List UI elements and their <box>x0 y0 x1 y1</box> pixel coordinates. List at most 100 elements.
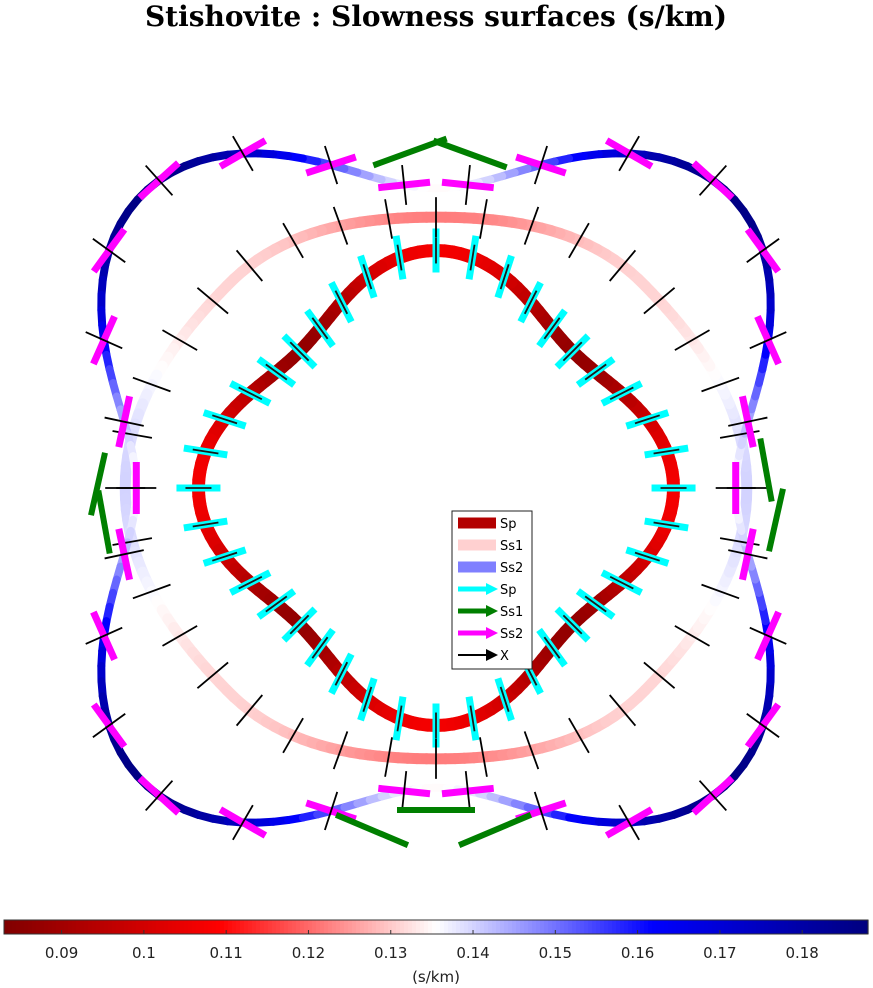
colorbar-cell <box>628 920 633 934</box>
colorbar-cell <box>664 920 669 934</box>
colorbar-cell <box>140 920 145 934</box>
legend-label: Sp <box>500 517 517 532</box>
polarization-tick <box>543 636 561 659</box>
colorbar-cell <box>248 920 253 934</box>
colorbar-frame <box>3 919 869 935</box>
polarization-tick <box>618 804 640 841</box>
polarization-tick <box>192 448 219 455</box>
polarization-tick <box>746 237 780 263</box>
polarization-tick <box>584 595 607 613</box>
polarization-tick <box>584 363 607 381</box>
colorbar-cell <box>580 920 585 934</box>
colorbar-cell <box>196 920 201 934</box>
colorbar-cell <box>176 920 181 934</box>
colorbar-cell <box>52 920 57 934</box>
legend-label: X <box>500 649 509 664</box>
polarization-tick <box>653 448 680 455</box>
colorbar-cell <box>812 920 817 934</box>
polarization-tick <box>85 626 123 645</box>
colorbar-cell <box>548 920 553 934</box>
colorbar-cell <box>324 920 329 934</box>
colorbar-cell <box>632 920 637 934</box>
colorbar-cell <box>136 920 141 934</box>
colorbar-cell <box>352 920 357 934</box>
colorbar-cell <box>404 920 409 934</box>
colorbar-cell <box>472 920 477 934</box>
colorbar-cell <box>84 920 89 934</box>
colorbar-cell <box>772 920 777 934</box>
colorbar-cell <box>308 920 313 934</box>
colorbar-cell <box>508 920 513 934</box>
colorbar-cell <box>696 920 701 934</box>
colorbar-cell <box>840 920 845 934</box>
colorbar-tick-label: 0.1 <box>132 944 156 962</box>
colorbar-cell <box>616 920 621 934</box>
colorbar-cell <box>444 920 449 934</box>
colorbar-cell <box>652 920 657 934</box>
polarization-tick <box>698 164 727 196</box>
colorbar-cell <box>204 920 209 934</box>
polarization-tick <box>396 705 403 732</box>
polarization-tick <box>92 713 126 739</box>
colorbar-cell <box>200 920 205 934</box>
colorbar-cell <box>584 920 589 934</box>
colorbar-cell <box>264 920 269 934</box>
colorbar: 0.09 0.1 0.11 0.12 0.13 0.14 0.15 0.16 0.17 0.18 <box>3 919 869 962</box>
colorbar-cell <box>168 920 173 934</box>
colorbar-cell <box>796 920 801 934</box>
colorbar-cell <box>684 920 689 934</box>
colorbar-cell <box>252 920 257 934</box>
colorbar-cell <box>680 920 685 934</box>
polarization-tick <box>332 206 349 245</box>
colorbar-cell <box>468 920 473 934</box>
polarization-tick <box>698 780 727 812</box>
colorbar-cell <box>724 920 729 934</box>
colorbar-cell <box>96 920 101 934</box>
colorbar-tick-label: 0.11 <box>209 944 242 962</box>
colorbar-cell <box>420 920 425 934</box>
polarization-tick <box>232 804 254 841</box>
polarization-tick <box>568 717 590 754</box>
legend: Sp Ss1 Ss2 Sp Ss1 Ss2 X <box>451 510 533 670</box>
polarization-tick <box>232 135 254 172</box>
colorbar-cell <box>600 920 605 934</box>
colorbar-cell <box>732 920 737 934</box>
polarization-tick <box>464 771 471 812</box>
colorbar-cell <box>72 920 77 934</box>
colorbar-tick-label: 0.12 <box>292 944 325 962</box>
colorbar-tick-label: 0.15 <box>539 944 572 962</box>
polarization-tick <box>634 414 660 425</box>
colorbar-cell <box>560 920 565 934</box>
polarization-tick <box>334 812 410 848</box>
colorbar-cell <box>456 920 461 934</box>
polarization-tick <box>643 287 676 315</box>
colorbar-cell <box>700 920 705 934</box>
colorbar-cell <box>188 920 193 934</box>
colorbar-cell <box>400 920 405 934</box>
colorbar-cell <box>636 920 641 934</box>
polarization-tick <box>749 331 787 350</box>
colorbar-cell <box>820 920 825 934</box>
colorbar-cell <box>760 920 765 934</box>
colorbar-cell <box>336 920 341 934</box>
polarization-tick <box>609 694 637 727</box>
polarization-tick <box>311 317 329 340</box>
colorbar-cell <box>752 920 757 934</box>
polarization-tick <box>132 376 171 393</box>
polarization-tick <box>238 575 263 590</box>
colorbar-cell <box>788 920 793 934</box>
colorbar-cell <box>504 920 509 934</box>
colorbar-cell <box>80 920 85 934</box>
colorbar-cell <box>564 920 569 934</box>
colorbar-cell <box>736 920 741 934</box>
polarization-tick <box>362 264 373 290</box>
colorbar-cell <box>244 920 249 934</box>
colorbar-cell <box>48 920 53 934</box>
polarization-tick <box>92 237 126 263</box>
colorbar-cell <box>540 920 545 934</box>
colorbar-tick-label: 0.13 <box>374 944 407 962</box>
polarization-tick <box>401 771 408 812</box>
polarization-tick <box>609 249 637 282</box>
polarization-tick <box>192 521 219 528</box>
colorbar-cell <box>784 920 789 934</box>
